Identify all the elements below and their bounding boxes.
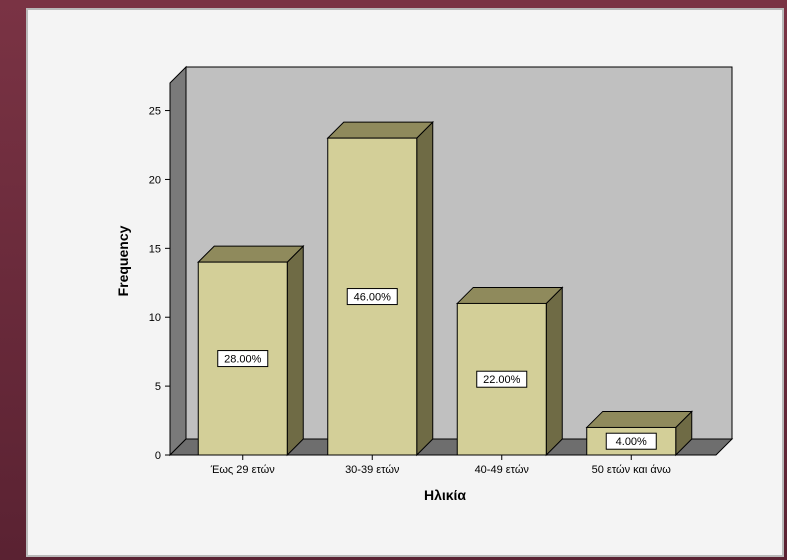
bar-top (197, 245, 305, 263)
data-label-box (476, 370, 528, 388)
bar-3 (456, 286, 564, 457)
bar-side (286, 244, 304, 457)
bar-front (456, 302, 547, 456)
data-label-text: 28.00% (224, 354, 262, 366)
y-axis: 0 5 10 15 20 25 (149, 83, 171, 462)
data-label: 46.00% (346, 288, 398, 306)
x-tick-label: 40-49 ετών (475, 464, 530, 476)
bar-side (545, 286, 563, 457)
left-wall (169, 65, 187, 457)
data-label-box (346, 288, 398, 306)
x-axis-title: Ηλικία (424, 487, 466, 503)
data-label-text: 22.00% (483, 374, 521, 386)
data-label-text: 4.00% (616, 436, 647, 448)
x-tick-label: 30-39 ετών (345, 464, 400, 476)
chart-frame: 0 5 10 15 20 25 Έως 29 ετών 30-39 ετών 40-49 ετ… (26, 8, 784, 557)
data-labels: 28.00% 46.00% 22.00% 4.00% (217, 288, 657, 450)
y-tick-label: 10 (149, 312, 161, 324)
bar-side (416, 120, 434, 457)
y-axis-title: Frequency (115, 225, 131, 296)
y-tick-label: 20 (149, 174, 161, 186)
bar-4 (585, 410, 693, 457)
data-label-text: 46.00% (354, 292, 392, 304)
bar-top (585, 410, 693, 428)
bar-top (326, 121, 434, 139)
data-label: 4.00% (605, 432, 657, 450)
y-tick-label: 15 (149, 243, 161, 255)
x-tick-label: 50 ετών και άνω (592, 464, 672, 476)
data-label-box (217, 350, 269, 368)
bar-chart: 0 5 10 15 20 25 Έως 29 ετών 30-39 ετών 40-49 ετ… (115, 65, 734, 503)
y-tick-label: 0 (155, 450, 161, 462)
y-tick-label: 5 (155, 381, 161, 393)
x-tick-label: Έως 29 ετών (210, 464, 276, 476)
x-axis: Έως 29 ετών 30-39 ετών 40-49 ετών 50 ετών κ… (170, 454, 716, 476)
y-tick-label: 25 (149, 106, 161, 118)
data-label: 28.00% (217, 350, 269, 368)
bar-top (456, 286, 564, 304)
data-label: 22.00% (476, 370, 528, 388)
data-label-box (605, 432, 657, 450)
